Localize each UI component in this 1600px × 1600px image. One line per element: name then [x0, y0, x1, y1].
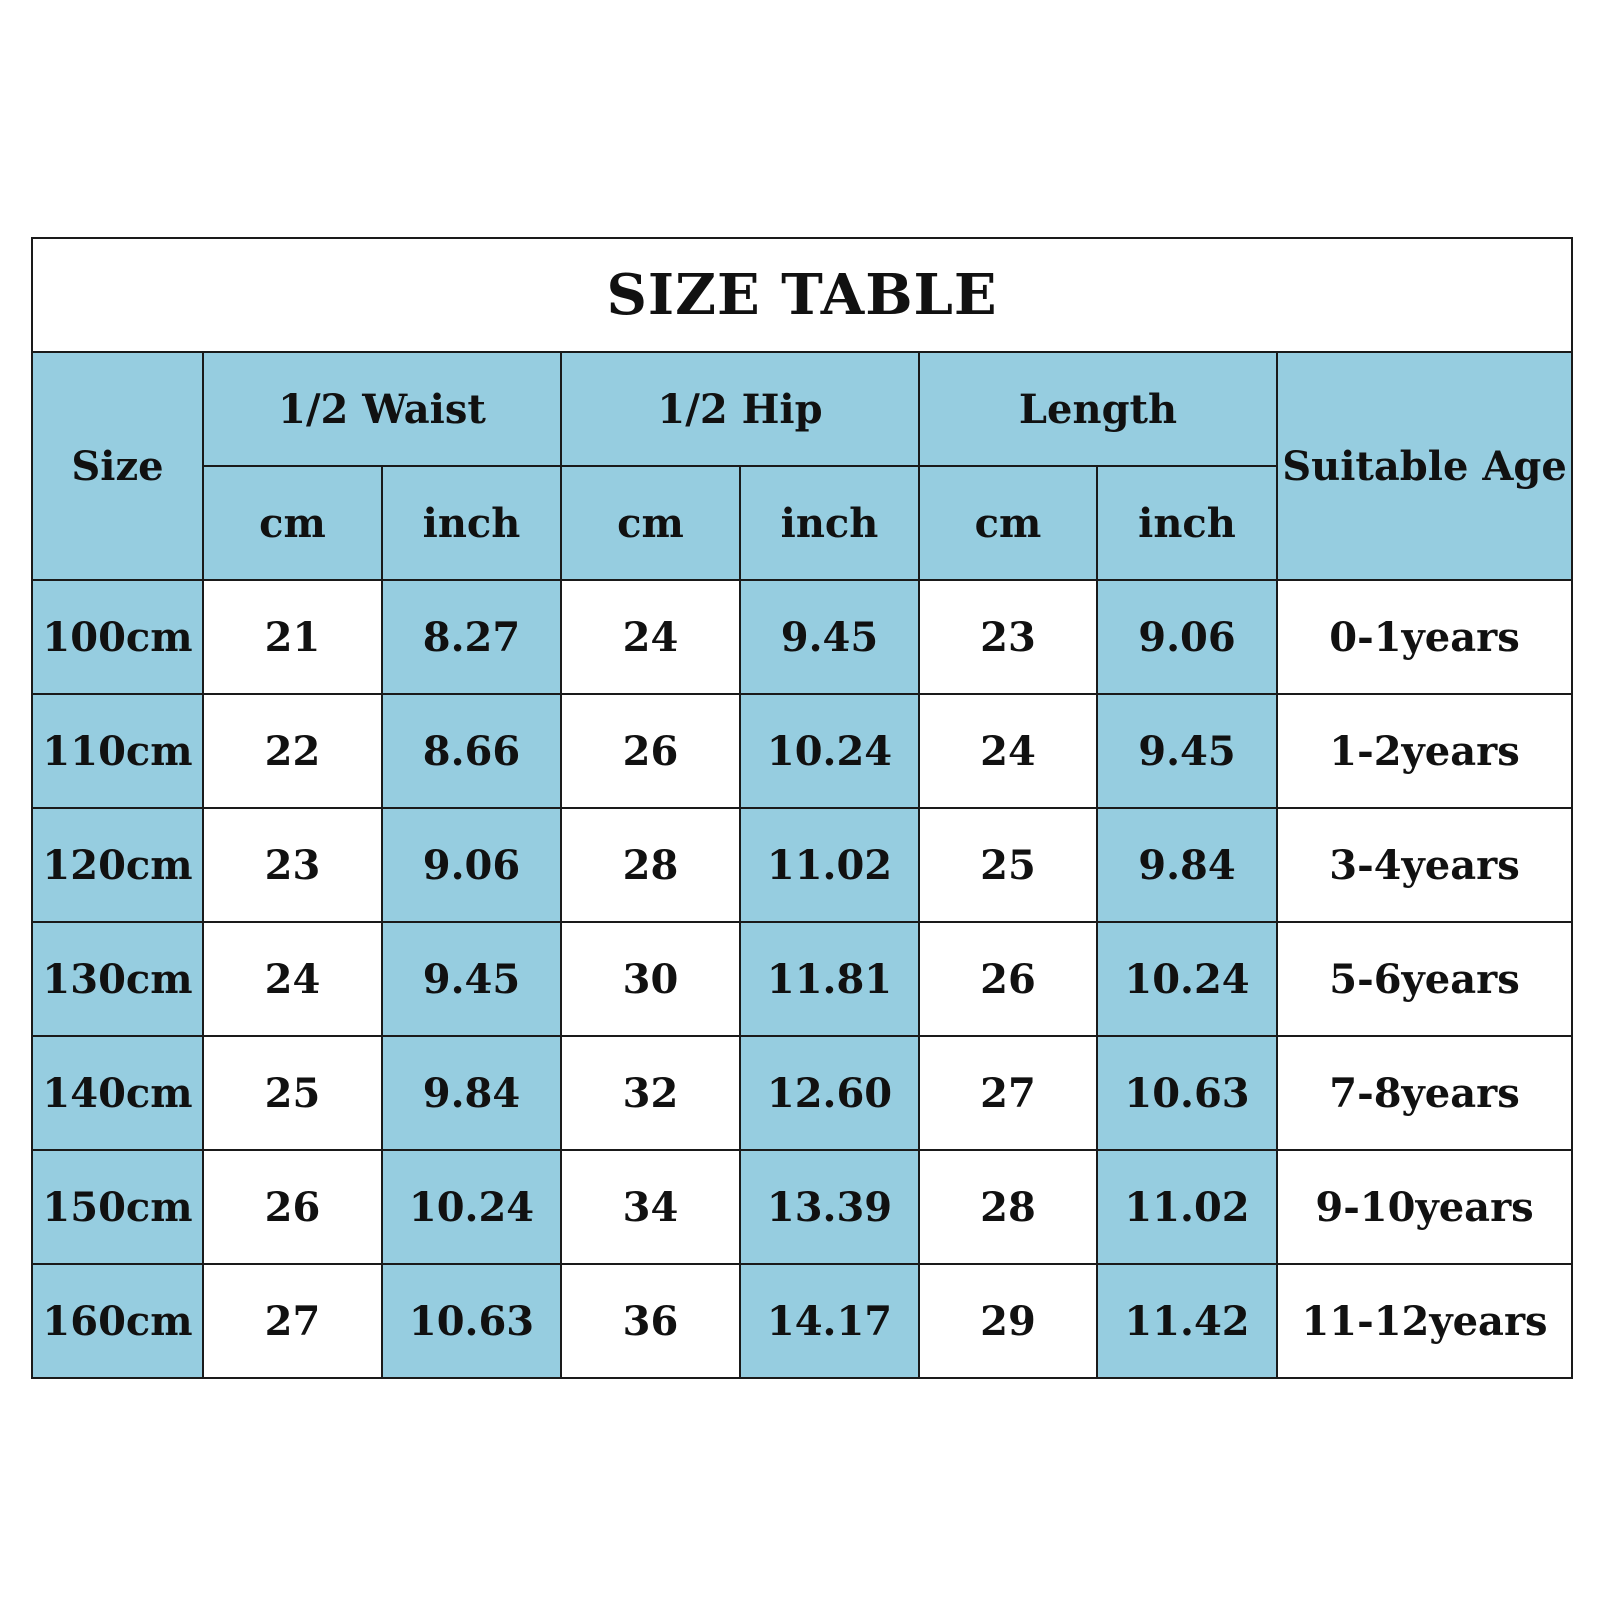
table-cell: 34 [560, 1149, 741, 1265]
table-row: 130cm 24 9.45 30 11.81 26 10.24 5-6years [31, 921, 1574, 1037]
header-row-1: Size 1/2 Waist 1/2 Hip Length Suitable A… [31, 351, 1574, 581]
table-cell: 110cm [31, 693, 204, 809]
table-row: 110cm 22 8.66 26 10.24 24 9.45 1-2years [31, 693, 1574, 809]
table-row: 150cm 26 10.24 34 13.39 28 11.02 9-10years [31, 1149, 1574, 1265]
table-cell: 24 [560, 579, 741, 695]
table-cell: 25 [202, 1035, 383, 1151]
table-cell: 9.84 [381, 1035, 562, 1151]
size-table: SIZE TABLE Size 1/2 Waist 1/2 Hip Length… [30, 237, 1574, 1379]
table-cell: 28 [918, 1149, 1098, 1265]
table-cell: 120cm [31, 807, 204, 923]
header-age: Suitable Age [1275, 351, 1574, 581]
table-cell: 0-1years [1275, 579, 1574, 695]
table-cell: 11.42 [1096, 1263, 1278, 1379]
table-row: 140cm 25 9.84 32 12.60 27 10.63 7-8years [31, 1035, 1574, 1151]
table-cell: 26 [202, 1149, 383, 1265]
table-cell: 32 [560, 1035, 741, 1151]
header-hip: 1/2 Hip [560, 351, 920, 467]
table-cell: 10.63 [381, 1263, 562, 1379]
table-cell: 8.27 [381, 579, 562, 695]
table-cell: 24 [202, 921, 383, 1037]
table-cell: 27 [202, 1263, 383, 1379]
table-cell: 23 [918, 579, 1098, 695]
unit-header: inch [1096, 465, 1278, 581]
table-cell: 36 [560, 1263, 741, 1379]
table-cell: 26 [918, 921, 1098, 1037]
table-cell: 10.24 [381, 1149, 562, 1265]
table-cell: 9-10years [1275, 1149, 1574, 1265]
table-cell: 12.60 [739, 1035, 920, 1151]
header-waist: 1/2 Waist [202, 351, 562, 467]
header-row-2: cm inch cm inch cm inch [32, 465, 1572, 581]
table-cell: 1-2years [1275, 693, 1574, 809]
table-cell: 9.45 [381, 921, 562, 1037]
table-cell: 24 [918, 693, 1098, 809]
table-cell: 11-12years [1275, 1263, 1574, 1379]
unit-header: cm [560, 465, 741, 581]
table-cell: 14.17 [739, 1263, 920, 1379]
table-cell: 29 [918, 1263, 1098, 1379]
table-cell: 11.02 [1096, 1149, 1278, 1265]
table-cell: 28 [560, 807, 741, 923]
table-cell: 140cm [31, 1035, 204, 1151]
table-cell: 10.24 [1096, 921, 1278, 1037]
unit-header: cm [918, 465, 1098, 581]
table-cell: 13.39 [739, 1149, 920, 1265]
table-cell: 10.24 [739, 693, 920, 809]
table-cell: 25 [918, 807, 1098, 923]
table-row: 120cm 23 9.06 28 11.02 25 9.84 3-4years [31, 807, 1574, 923]
header-size: Size [31, 351, 204, 581]
table-cell: 130cm [31, 921, 204, 1037]
table-cell: 21 [202, 579, 383, 695]
table-cell: 22 [202, 693, 383, 809]
table-cell: 100cm [31, 579, 204, 695]
table-title: SIZE TABLE [30, 237, 1574, 353]
table-cell: 11.02 [739, 807, 920, 923]
table-cell: 9.84 [1096, 807, 1278, 923]
table-cell: 9.06 [1096, 579, 1278, 695]
table-cell: 9.45 [1096, 693, 1278, 809]
table-cell: 27 [918, 1035, 1098, 1151]
table-cell: 30 [560, 921, 741, 1037]
unit-header: inch [739, 465, 920, 581]
table-cell: 26 [560, 693, 741, 809]
table-cell: 23 [202, 807, 383, 923]
table-row: 100cm 21 8.27 24 9.45 23 9.06 0-1years [31, 579, 1574, 695]
table-cell: 7-8years [1275, 1035, 1574, 1151]
table-cell: 10.63 [1096, 1035, 1278, 1151]
header-length: Length [918, 351, 1278, 467]
table-cell: 5-6years [1275, 921, 1574, 1037]
unit-header: inch [381, 465, 562, 581]
table-cell: 9.06 [381, 807, 562, 923]
table-cell: 3-4years [1275, 807, 1574, 923]
table-cell: 8.66 [381, 693, 562, 809]
table-cell: 160cm [31, 1263, 204, 1379]
table-cell: 9.45 [739, 579, 920, 695]
table-row: 160cm 27 10.63 36 14.17 29 11.42 11-12years [31, 1263, 1574, 1379]
title-row: SIZE TABLE [30, 237, 1574, 353]
table-cell: 11.81 [739, 921, 920, 1037]
table-cell: 150cm [31, 1149, 204, 1265]
unit-header: cm [202, 465, 383, 581]
